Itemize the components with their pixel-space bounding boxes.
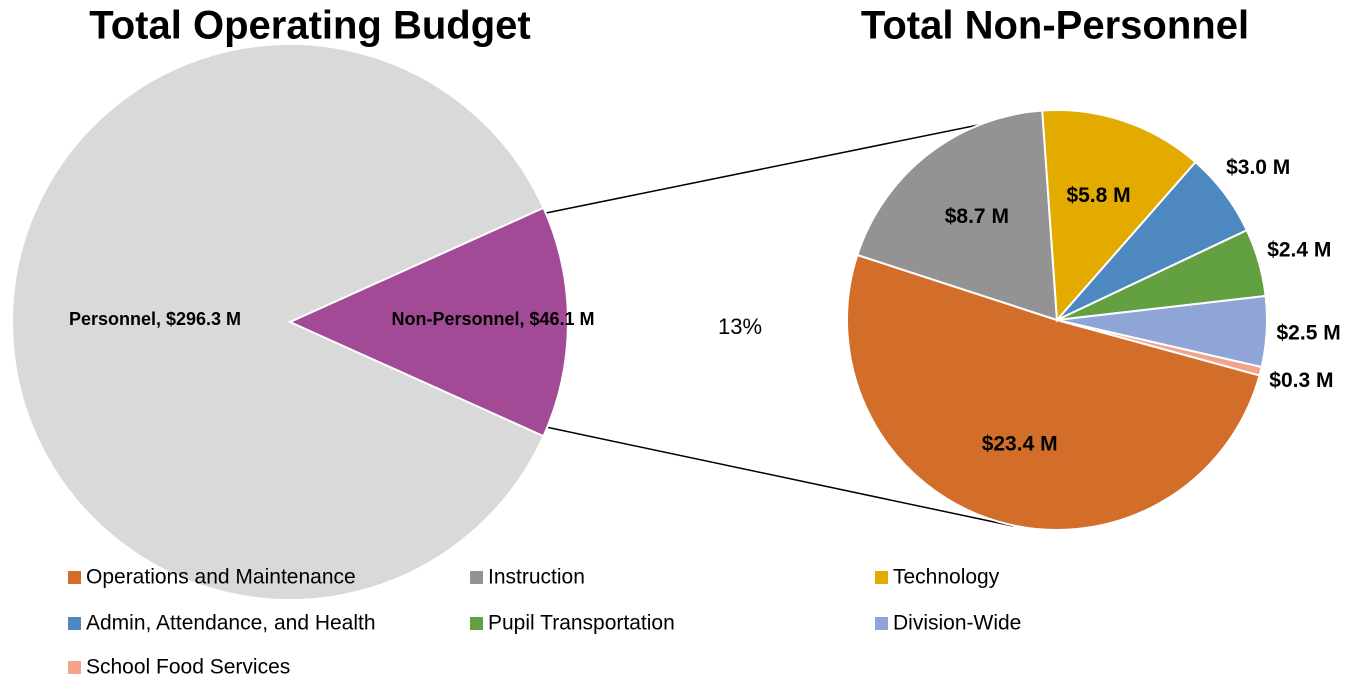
legend-label: Pupil Transportation [488,612,675,635]
data-label: $0.3 M [1269,369,1333,392]
data-label: $5.8 M [1066,184,1130,207]
connector-line [545,426,1014,527]
legend-swatch [875,617,888,630]
legend-swatch [68,571,81,584]
pie-slice [846,253,1261,531]
legend-label: Division-Wide [893,612,1021,635]
pie-slice [287,206,569,438]
data-label: $23.4 M [982,432,1058,455]
chart-title: Total Operating Budget [89,4,530,48]
legend-swatch [875,571,888,584]
data-label: Personnel, $296.3 M [69,309,241,329]
legend-swatch [470,617,483,630]
pie-slice [1041,109,1197,323]
legend-label: School Food Services [86,656,290,679]
pie-slice [1056,319,1263,377]
data-label: $2.5 M [1277,322,1341,345]
legend-swatch [68,617,81,630]
legend-label: Technology [893,566,1000,589]
data-label: $2.4 M [1267,238,1331,261]
pie-slice [856,109,1059,322]
legend-label: Instruction [488,566,585,589]
data-label: $8.7 M [945,205,1009,228]
legend-swatch [68,661,81,674]
legend-swatch [470,571,483,584]
legend-label: Operations and Maintenance [86,566,356,589]
data-label: $3.0 M [1226,156,1290,179]
data-label: Non-Personnel, $46.1 M [391,309,594,329]
annotation: 13% [718,314,762,339]
pie-slice [11,43,545,601]
chart-title: Total Non-Personnel [861,4,1249,48]
connector-line [545,111,1043,214]
legend-label: Admin, Attendance, and Health [86,612,376,635]
